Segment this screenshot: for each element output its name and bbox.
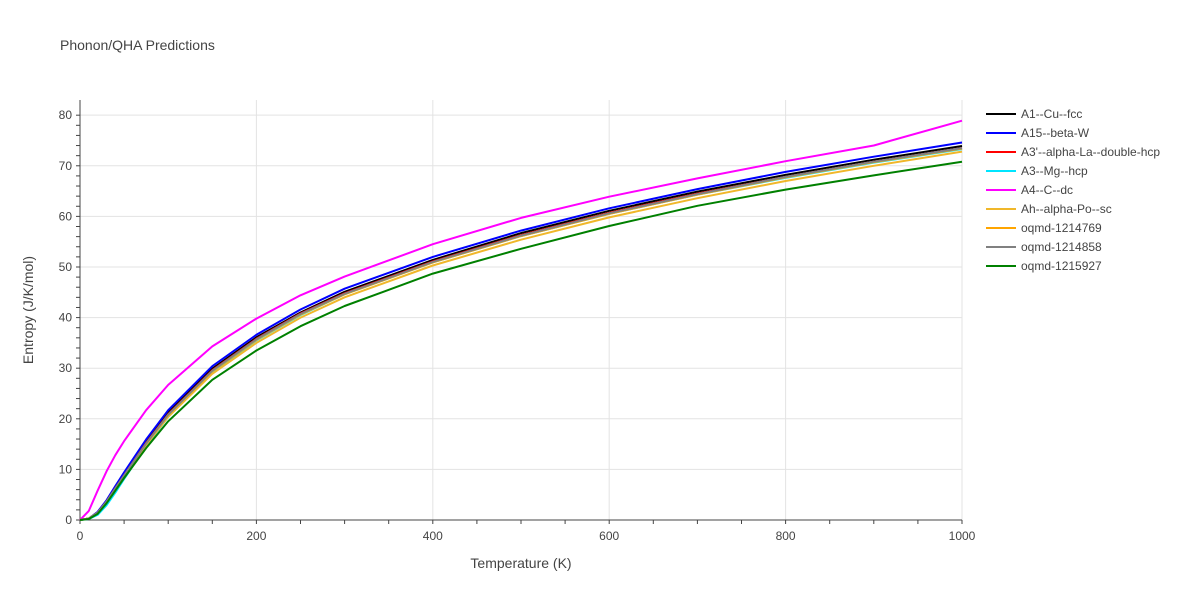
legend-label: Ah--alpha-Po--sc (1021, 202, 1112, 216)
legend-label: A4--C--dc (1021, 183, 1073, 197)
x-tick-label: 0 (77, 529, 84, 543)
x-tick-label: 800 (776, 529, 796, 543)
x-tick-label: 200 (246, 529, 266, 543)
axis-layer: 0 200 400 600 800 1000 0 10 20 30 40 50 60 70 80 (59, 100, 976, 543)
y-tick-label: 30 (59, 361, 73, 375)
x-axis-title: Temperature (K) (470, 555, 571, 571)
series-line (79, 147, 963, 521)
y-tick-label: 80 (59, 108, 73, 122)
chart-title: Phonon/QHA Predictions (60, 37, 215, 53)
series-line (79, 147, 963, 521)
grid-layer (80, 100, 963, 520)
legend-label: oqmd-1214769 (1021, 221, 1102, 235)
x-tick-label: 600 (599, 529, 619, 543)
y-tick-label: 20 (59, 412, 73, 426)
legend-label: oqmd-1215927 (1021, 259, 1102, 273)
series-line (79, 148, 963, 521)
series-line (79, 150, 963, 521)
series-line (79, 141, 963, 521)
series-line (79, 147, 963, 521)
y-tick-label: 70 (59, 159, 73, 173)
series-line (79, 145, 963, 521)
y-axis-title: Entropy (J/K/mol) (20, 256, 36, 364)
legend-label: A1--Cu--fcc (1021, 107, 1082, 121)
legend-label: A15--beta-W (1021, 126, 1090, 140)
y-tick-label: 60 (59, 209, 73, 223)
series-line (79, 160, 963, 521)
legend-label: oqmd-1214858 (1021, 240, 1102, 254)
legend-label: A3'--alpha-La--double-hcp (1021, 145, 1160, 159)
legend: A1--Cu--fcc A15--beta-W A3'--alpha-La--dou… (986, 107, 1160, 273)
x-tick-label: 1000 (949, 529, 976, 543)
y-tick-label: 0 (65, 513, 72, 527)
y-tick-label: 40 (59, 311, 73, 325)
series-line (79, 119, 963, 521)
y-tick-label: 50 (59, 260, 73, 274)
series-layer (79, 119, 963, 521)
legend-label: A3--Mg--hcp (1021, 164, 1088, 178)
y-tick-label: 10 (59, 462, 73, 476)
x-tick-label: 400 (423, 529, 443, 543)
